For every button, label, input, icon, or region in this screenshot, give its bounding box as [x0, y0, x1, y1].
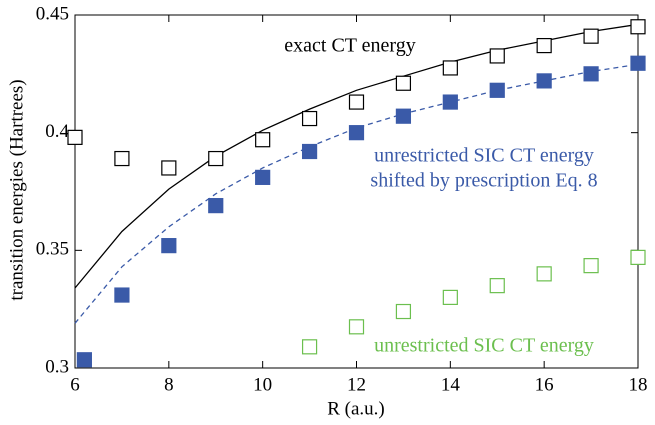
- x-tick-label: 10: [253, 374, 272, 395]
- y-tick-label: 0.4: [45, 121, 69, 142]
- square-marker: [301, 110, 318, 127]
- square-marker: [583, 258, 599, 274]
- square-marker: [255, 132, 271, 148]
- annotation: unrestricted SIC CT energy: [374, 335, 594, 357]
- square-marker: [583, 66, 599, 82]
- x-tick-label: 14: [441, 374, 461, 395]
- x-tick-label: 12: [347, 374, 366, 395]
- square-marker: [536, 73, 552, 89]
- square-marker: [489, 278, 505, 294]
- square-marker: [301, 339, 318, 355]
- square-marker: [395, 75, 412, 91]
- square-marker: [489, 48, 505, 64]
- square-marker: [536, 266, 552, 282]
- square-marker: [255, 169, 271, 185]
- square-marker: [630, 249, 646, 265]
- x-tick-label: 16: [535, 374, 554, 395]
- square-marker: [630, 55, 646, 71]
- x-axis-label: R (a.u.): [327, 398, 385, 419]
- square-marker: [161, 160, 177, 176]
- square-marker: [67, 129, 83, 145]
- square-marker: [442, 94, 458, 110]
- square-marker: [583, 28, 599, 44]
- square-marker: [395, 303, 412, 320]
- square-marker: [442, 60, 458, 76]
- square-marker: [348, 94, 365, 110]
- square-marker: [114, 150, 130, 167]
- annotation: shifted by prescription Eq. 8: [370, 170, 597, 192]
- square-marker: [301, 143, 318, 160]
- x-tick-label: 18: [629, 374, 648, 395]
- annotation: unrestricted SIC CT energy: [374, 145, 594, 167]
- square-marker: [208, 198, 224, 214]
- x-tick-label: 8: [164, 374, 174, 395]
- square-marker: [208, 150, 224, 167]
- square-marker: [395, 108, 412, 124]
- x-tick-label: 6: [70, 374, 80, 395]
- square-marker: [536, 37, 552, 54]
- square-marker: [114, 287, 130, 303]
- y-axis-label: transition energies (Hartrees): [6, 79, 27, 300]
- square-marker: [161, 238, 177, 254]
- square-marker: [630, 19, 646, 35]
- annotation: exact CT energy: [284, 35, 415, 57]
- square-marker: [442, 289, 458, 305]
- square-marker: [76, 352, 92, 368]
- y-tick-label: 0.35: [36, 239, 69, 260]
- y-tick-label: 0.3: [45, 356, 69, 377]
- square-marker: [348, 319, 365, 335]
- square-marker: [348, 125, 365, 141]
- square-marker: [489, 82, 505, 98]
- y-tick-label: 0.45: [36, 3, 69, 24]
